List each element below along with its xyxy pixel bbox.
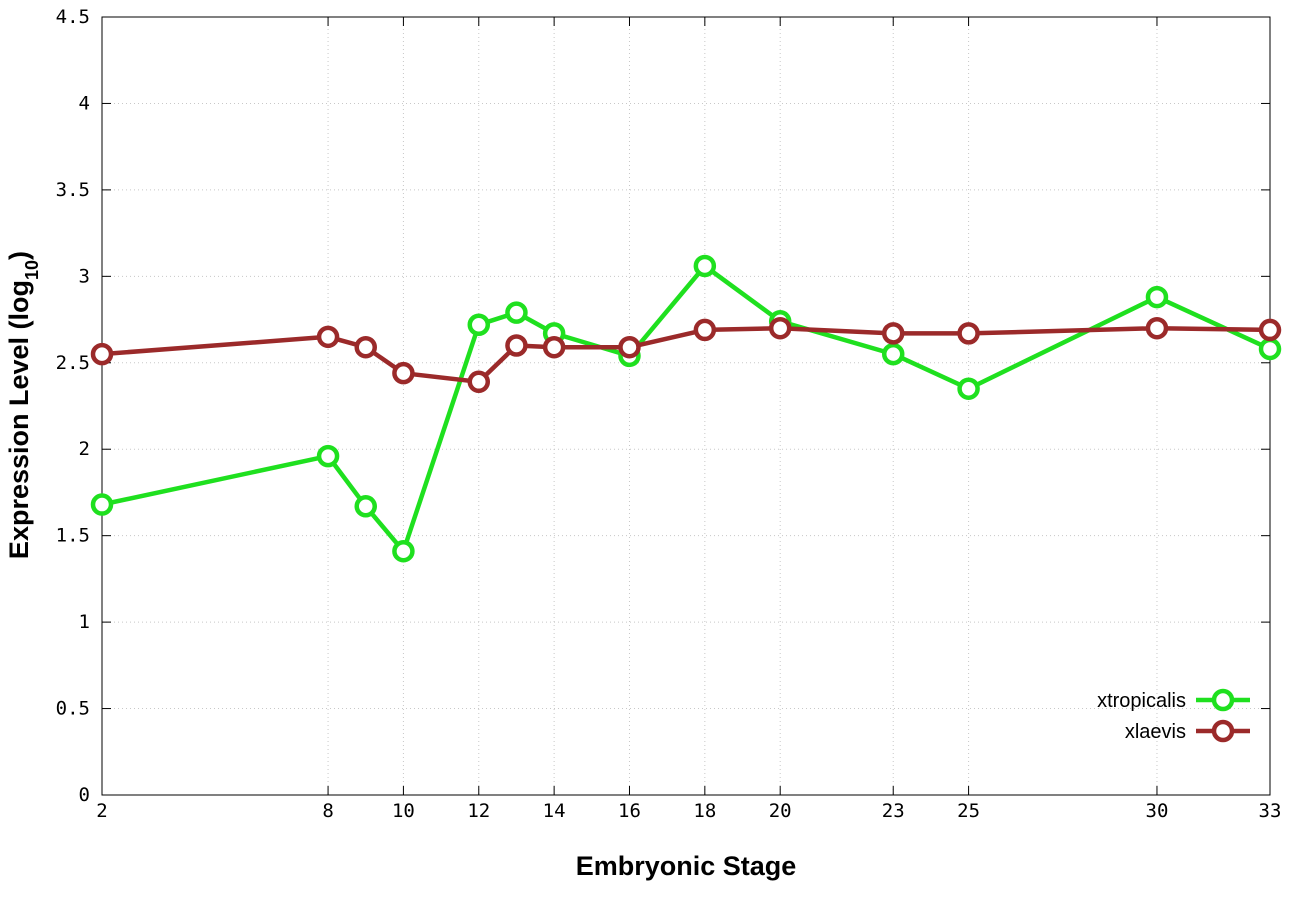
series-xtropicalis [90, 254, 1282, 563]
data-point-xlaevis [392, 361, 415, 385]
y-tick-label: 1.5 [56, 525, 90, 547]
legend-swatch-marker [1211, 719, 1235, 743]
data-point-xlaevis [881, 322, 905, 345]
x-tick-label: 10 [392, 800, 415, 822]
data-point-xlaevis [768, 316, 792, 340]
series-layer [90, 254, 1282, 563]
x-tick-label: 20 [769, 800, 792, 822]
x-tick-label: 33 [1259, 800, 1282, 822]
data-point-xlaevis [957, 322, 980, 345]
y-axis-title-main: Expression Level (log [4, 280, 34, 559]
legend-label: xlaevis [1125, 721, 1186, 743]
y-axis-title: Expression Level (log10) [4, 251, 42, 559]
legend-label: xtropicalis [1097, 690, 1186, 712]
data-point-xlaevis [505, 334, 528, 357]
y-tick-label: 3.5 [56, 179, 90, 201]
legend: xtropicalis xlaevis [1097, 688, 1250, 743]
x-tick-label: 8 [322, 800, 333, 822]
data-point-xlaevis [354, 335, 377, 359]
series-line-xlaevis [101, 325, 1271, 385]
x-tick-label: 16 [618, 800, 641, 822]
data-point-xtropicalis [881, 342, 905, 366]
data-point-xlaevis [1145, 316, 1169, 340]
y-axis-title-close: ) [4, 251, 34, 260]
x-tick-label: 18 [693, 800, 716, 822]
data-point-xtropicalis [467, 313, 491, 336]
data-point-xlaevis [693, 318, 717, 342]
y-tick-label: 2.5 [56, 352, 90, 374]
axis-ticks: 0 0.5 1 1.5 2 2.5 3 3.5 4 4.5 2 8 10 12 14 16 18 20 23 25 30… [56, 6, 1282, 822]
data-point-xlaevis [467, 370, 491, 394]
data-point-xlaevis [1258, 318, 1282, 342]
series-line-xtropicalis [101, 263, 1271, 554]
x-axis-title: Embryonic Stage [576, 851, 797, 881]
y-tick-label: 0.5 [56, 698, 90, 720]
data-point-xtropicalis [354, 495, 377, 518]
data-point-xtropicalis [693, 254, 717, 278]
data-point-xlaevis [542, 335, 566, 359]
data-point-xtropicalis [1258, 337, 1282, 361]
x-tick-label: 23 [882, 800, 905, 822]
data-point-xlaevis [618, 335, 641, 359]
data-point-xtropicalis [505, 301, 528, 324]
y-tick-label: 4 [79, 92, 90, 114]
data-point-xtropicalis [316, 444, 340, 468]
y-axis-title-subscript: 10 [22, 260, 42, 280]
plot-area-frame [101, 16, 1271, 796]
data-point-xtropicalis [957, 377, 980, 400]
data-point-xtropicalis [90, 493, 114, 516]
data-point-xlaevis [316, 325, 340, 349]
x-tick-label: 25 [957, 800, 980, 822]
data-point-xtropicalis [1145, 285, 1169, 309]
legend-swatch-marker [1211, 688, 1235, 712]
series-xlaevis [90, 316, 1282, 394]
legend-item-xlaevis: xlaevis [1125, 719, 1250, 743]
y-tick-label: 3 [79, 265, 90, 287]
y-tick-label: 4.5 [56, 6, 90, 28]
y-tick-label: 0 [79, 784, 90, 806]
legend-item-xtropicalis: xtropicalis [1097, 688, 1250, 712]
x-tick-label: 14 [543, 800, 566, 822]
x-tick-label: 12 [467, 800, 490, 822]
data-point-xlaevis [90, 342, 114, 366]
grid-lines [102, 17, 1270, 795]
x-tick-label: 30 [1146, 800, 1169, 822]
y-tick-label: 2 [79, 438, 90, 460]
x-tick-label: 2 [96, 800, 107, 822]
y-tick-label: 1 [79, 611, 90, 633]
data-point-xtropicalis [392, 539, 415, 563]
